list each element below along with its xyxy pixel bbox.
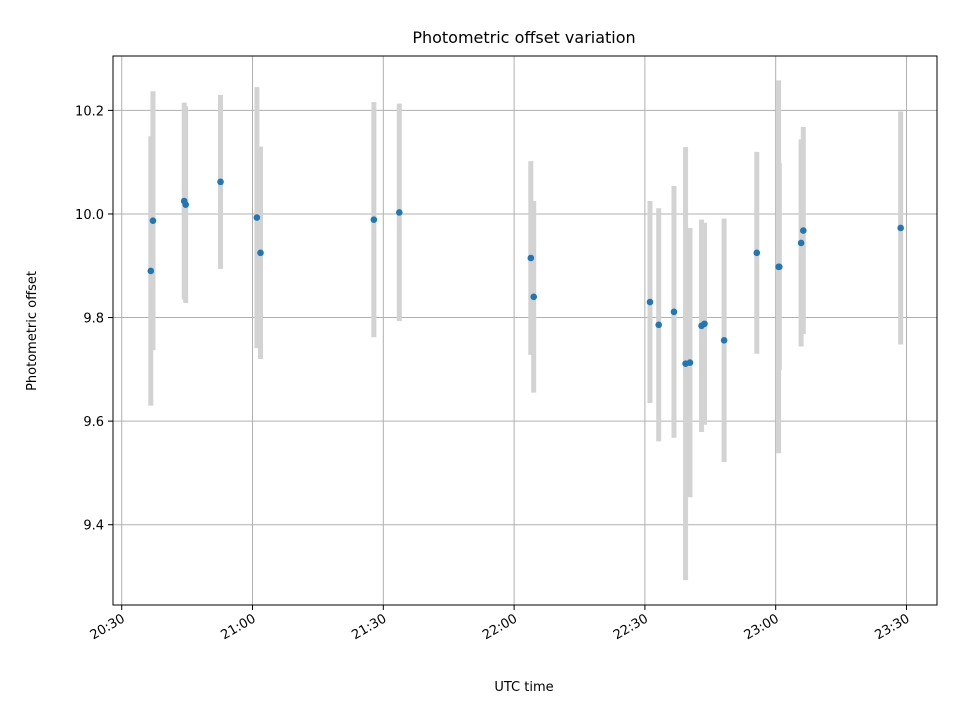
data-point [776, 263, 783, 271]
data-point [799, 227, 807, 234]
y-axis-label: Photometric offset [25, 271, 40, 391]
data-point [720, 337, 728, 344]
x-axis-label: UTC time [494, 680, 553, 695]
chart-title: Photometric offset variation [412, 28, 635, 47]
data-point [147, 267, 155, 275]
y-tick-label: 9.4 [83, 519, 104, 534]
data-point [530, 293, 538, 301]
data-point [149, 217, 157, 224]
data-point [646, 298, 654, 306]
data-point [655, 321, 663, 329]
data-point [527, 254, 535, 262]
data-point [395, 209, 403, 216]
data-point [701, 320, 708, 328]
y-axis-ticks: 9.4 9.6 9.8 10.0 10.2 [75, 104, 113, 534]
y-tick-label: 9.8 [83, 312, 104, 327]
data-point [253, 214, 261, 221]
data-point [217, 178, 224, 186]
y-tick-label: 10.0 [75, 208, 104, 223]
data-point [897, 224, 904, 232]
data-point [182, 201, 189, 208]
data-point [670, 308, 678, 316]
plot-frame [112, 55, 938, 606]
y-tick-label: 9.6 [83, 415, 104, 430]
data-point [370, 216, 378, 223]
data-point [797, 239, 805, 247]
data-point [257, 249, 264, 257]
data-point [753, 249, 761, 257]
y-tick-label: 10.2 [75, 104, 104, 119]
data-point [686, 359, 694, 366]
data-points [147, 178, 904, 367]
